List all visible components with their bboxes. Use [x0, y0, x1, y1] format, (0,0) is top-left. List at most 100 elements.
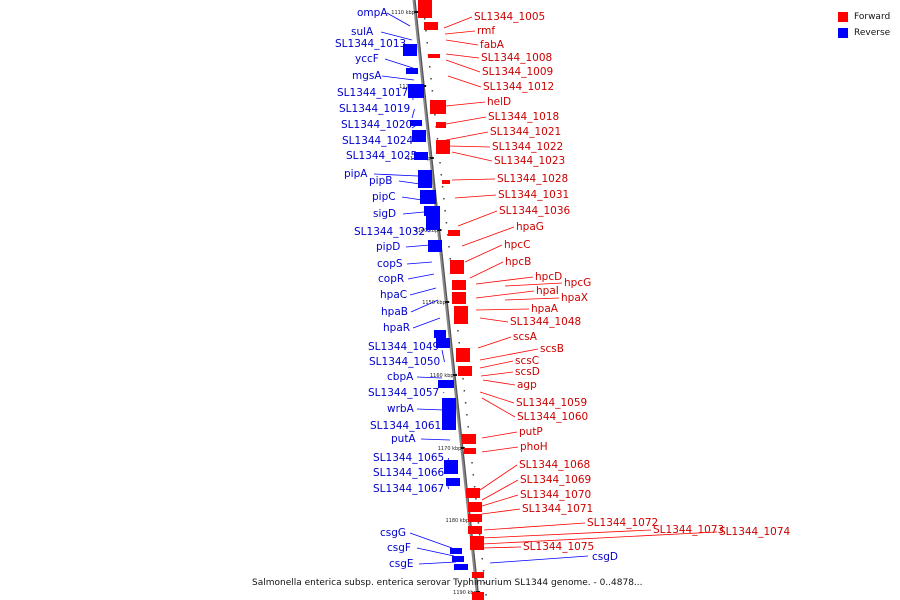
reverse-gene-block	[418, 170, 432, 188]
forward-gene-label: SL1344_1022	[492, 141, 563, 153]
axis-dot	[472, 474, 475, 476]
forward-gene-connector	[477, 336, 512, 349]
forward-gene-label: scsC	[515, 355, 539, 367]
legend-reverse: Reverse	[838, 25, 890, 41]
reverse-gene-connector	[373, 173, 419, 177]
reverse-gene-connector	[419, 155, 422, 159]
reverse-gene-block	[406, 68, 418, 74]
axis-dot	[436, 138, 439, 140]
scale-tick-label: 1110 kbp	[391, 10, 415, 16]
axis-dot	[439, 162, 441, 164]
forward-gene-connector	[504, 282, 563, 287]
axis-dot	[485, 594, 487, 596]
forward-gene-label: SL1344_1021	[490, 126, 561, 138]
forward-gene-label: hpaI	[536, 285, 559, 297]
reverse-gene-label: ompA	[357, 7, 388, 19]
axis-dot	[449, 258, 452, 260]
reverse-gene-label: SL1344_1061	[370, 420, 441, 432]
axis-dot	[467, 426, 469, 428]
reverse-gene-label: sigD	[373, 208, 396, 220]
reverse-gene-connector	[409, 532, 453, 549]
forward-gene-block	[472, 572, 484, 578]
forward-gene-label: hpcG	[564, 277, 591, 289]
forward-swatch	[838, 12, 848, 22]
forward-gene-block	[456, 348, 470, 362]
forward-gene-connector	[457, 210, 498, 227]
reverse-gene-label: SL1344_1050	[369, 356, 440, 368]
forward-gene-label: scsA	[513, 331, 538, 343]
forward-gene-block	[470, 536, 484, 544]
scale-tick-label: 1160 kbp	[430, 373, 454, 379]
reverse-gene-label: sulA	[351, 26, 374, 38]
reverse-gene-label: csgD	[592, 551, 618, 563]
forward-gene-label: SL1344_1031	[498, 189, 569, 201]
reverse-gene-connector	[416, 376, 443, 379]
forward-gene-connector	[479, 464, 518, 491]
axis-dot	[443, 198, 445, 200]
axis-dot	[477, 522, 480, 524]
forward-gene-connector	[481, 431, 518, 439]
axis-dot	[441, 186, 444, 188]
reverse-gene-label: SL1344_1025	[346, 150, 417, 162]
reverse-gene-label: csgG	[380, 527, 406, 539]
reverse-gene-block	[408, 84, 424, 98]
forward-gene-block	[418, 0, 432, 18]
scale-tick-mark	[445, 301, 450, 303]
forward-gene-block	[442, 180, 450, 184]
forward-gene-connector	[445, 39, 479, 46]
forward-gene-label: phoH	[520, 441, 548, 453]
forward-gene-block	[464, 448, 476, 454]
reverse-gene-label: copS	[377, 258, 403, 270]
forward-gene-block	[450, 260, 464, 274]
forward-gene-label: SL1344_1023	[494, 155, 565, 167]
axis-dot	[446, 234, 449, 236]
forward-gene-connector	[480, 371, 514, 377]
reverse-gene-block	[450, 548, 462, 554]
forward-gene-connector	[447, 75, 482, 88]
forward-gene-label: SL1344_1071	[522, 503, 593, 515]
scale-tick-label: 1190 kbp	[453, 590, 477, 596]
reverse-gene-label: mgsA	[352, 70, 382, 82]
reverse-gene-connector	[489, 555, 589, 564]
reverse-gene-label: hpaB	[381, 306, 408, 318]
reverse-gene-label: SL1344_1065	[373, 452, 444, 464]
map-caption: Salmonella enterica subsp. enterica sero…	[252, 578, 643, 588]
reverse-gene-block	[446, 478, 460, 486]
reverse-gene-connector	[405, 244, 431, 248]
reverse-gene-connector	[398, 180, 421, 185]
forward-gene-connector	[481, 446, 519, 453]
reverse-gene-label: hpaC	[380, 289, 407, 301]
scale-tick-label: 1170 kbp	[438, 446, 462, 452]
forward-gene-block	[472, 592, 484, 600]
forward-gene-label: hpcB	[505, 256, 531, 268]
reverse-gene-label: yccF	[355, 53, 379, 65]
reverse-gene-connector	[415, 139, 418, 142]
forward-gene-label: SL1344_1075	[523, 541, 594, 553]
forward-gene-block	[466, 488, 480, 498]
axis-dot	[425, 30, 427, 32]
axis-dot	[481, 558, 484, 560]
forward-gene-connector	[464, 244, 503, 263]
reverse-gene-connector	[420, 438, 451, 441]
forward-gene-block	[462, 434, 476, 444]
forward-gene-block	[436, 122, 446, 128]
forward-gene-label: SL1344_1028	[497, 173, 568, 185]
reverse-gene-block	[438, 380, 454, 388]
axis-dot	[482, 570, 485, 572]
reverse-gene-label: SL1344_1017	[337, 87, 408, 99]
forward-gene-label: SL1344_1074	[719, 526, 791, 538]
forward-gene-label: SL1344_1048	[510, 316, 581, 328]
axis-dot	[430, 78, 432, 80]
forward-gene-connector	[481, 508, 521, 515]
scale-tick-mark	[429, 157, 434, 159]
reverse-gene-connector	[441, 349, 445, 363]
forward-gene-label: hpaA	[531, 303, 559, 315]
legend-reverse-label: Reverse	[854, 28, 891, 38]
legend-forward: Forward	[838, 9, 890, 25]
axis-dot	[440, 174, 443, 176]
reverse-gene-connector	[411, 108, 415, 119]
reverse-gene-connector	[412, 92, 414, 101]
reverse-gene-connector	[386, 12, 411, 27]
axis-dot	[458, 342, 460, 344]
reverse-gene-block	[452, 556, 464, 562]
